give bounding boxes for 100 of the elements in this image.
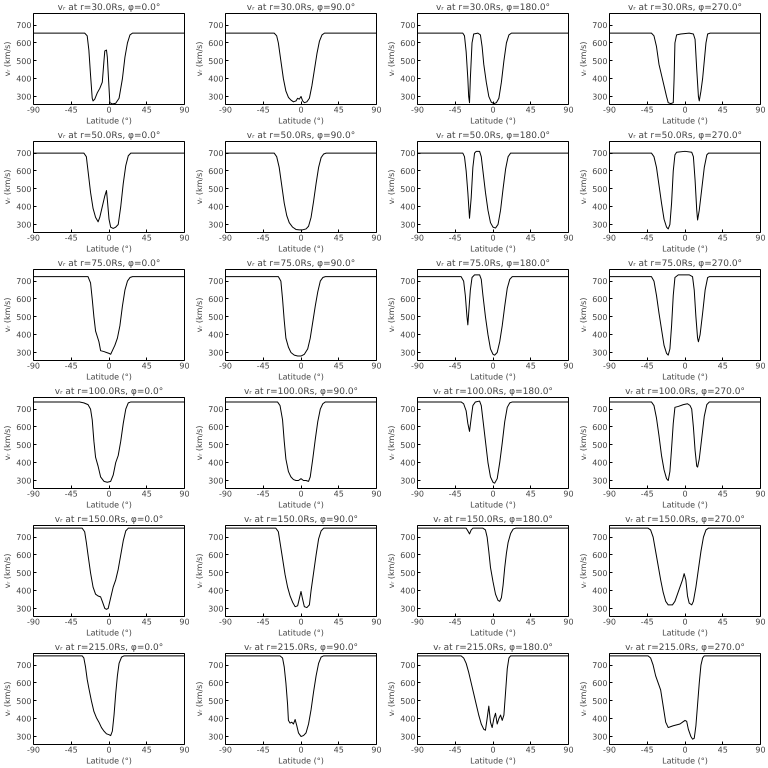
y-tick-label: 300 — [16, 220, 32, 230]
chart-title: vᵣ at r=50.0Rs, φ=180.0° — [436, 131, 550, 141]
x-tick-label: -90 — [602, 234, 616, 242]
x-tick-label: 45 — [718, 618, 728, 626]
x-tick-label: -90 — [218, 234, 232, 242]
x-tick-label: 0 — [490, 362, 496, 370]
x-tick-label: 90 — [755, 362, 766, 370]
x-tick-label: 0 — [298, 106, 304, 114]
y-axis-title: vᵣ (km/s) — [195, 298, 204, 332]
x-tick-label: 90 — [179, 618, 190, 626]
y-tick-label: 700 — [400, 21, 416, 30]
y-tick-label: 300 — [400, 604, 416, 614]
x-tick-label: 45 — [718, 106, 728, 114]
x-tick-label: 45 — [334, 746, 344, 754]
x-tick-label: 90 — [755, 746, 766, 754]
y-tick-label: 600 — [592, 550, 608, 560]
chart-title: vᵣ at r=30.0Rs, φ=270.0° — [628, 3, 742, 13]
x-axis-title: Latitude (°) — [470, 756, 516, 766]
y-tick-label: 500 — [400, 312, 416, 322]
x-tick-label: 45 — [526, 490, 536, 498]
x-tick-label: -90 — [410, 234, 424, 242]
y-tick-label: 600 — [400, 294, 416, 304]
x-tick-label: -90 — [410, 362, 424, 370]
y-tick-label: 400 — [208, 458, 224, 468]
x-axis-title: Latitude (°) — [86, 244, 132, 254]
chart-title: vᵣ at r=215.0Rs, φ=180.0° — [433, 643, 553, 653]
y-tick-label: 400 — [400, 458, 416, 468]
chart-title: vᵣ at r=215.0Rs, φ=90.0° — [244, 643, 358, 653]
x-tick-label: -45 — [448, 106, 462, 114]
chart-title: vᵣ at r=50.0Rs, φ=90.0° — [246, 131, 356, 141]
y-axis-title: vᵣ (km/s) — [195, 682, 204, 716]
y-tick-label: 400 — [400, 202, 416, 212]
chart-title: vᵣ at r=75.0Rs, φ=0.0° — [58, 259, 160, 269]
x-tick-label: 45 — [142, 746, 152, 754]
x-tick-label: 90 — [755, 618, 766, 626]
y-axis-title: vᵣ (km/s) — [387, 298, 396, 332]
x-tick-label: 0 — [682, 618, 688, 626]
y-axis-title: vᵣ (km/s) — [387, 682, 396, 716]
x-tick-label: 0 — [106, 234, 112, 242]
x-tick-label: 0 — [298, 362, 304, 370]
y-tick-label: 500 — [592, 56, 608, 66]
x-tick-label: -90 — [410, 490, 424, 498]
x-tick-label: -90 — [26, 618, 40, 626]
y-tick-label: 300 — [592, 348, 608, 358]
x-tick-label: -45 — [448, 490, 462, 498]
y-axis-title: vᵣ (km/s) — [3, 170, 12, 204]
y-tick-label: 700 — [208, 149, 224, 158]
y-tick-label: 600 — [592, 38, 608, 48]
y-tick-label: 700 — [400, 149, 416, 158]
x-tick-label: 90 — [179, 234, 190, 242]
y-tick-label: 600 — [592, 294, 608, 304]
x-tick-label: 90 — [179, 490, 190, 498]
x-tick-label: 90 — [755, 106, 766, 114]
y-tick-label: 700 — [592, 149, 608, 158]
x-tick-label: 0 — [682, 234, 688, 242]
y-tick-label: 500 — [400, 696, 416, 706]
x-tick-label: 45 — [334, 362, 344, 370]
x-tick-label: -90 — [26, 490, 40, 498]
y-tick-label: 500 — [592, 312, 608, 322]
chart-title: vᵣ at r=30.0Rs, φ=90.0° — [246, 3, 356, 13]
x-tick-label: 0 — [682, 362, 688, 370]
y-tick-label: 500 — [208, 440, 224, 450]
x-tick-label: 45 — [334, 106, 344, 114]
x-tick-label: 0 — [106, 618, 112, 626]
x-tick-label: -45 — [640, 746, 654, 754]
x-tick-label: -90 — [602, 106, 616, 114]
x-tick-label: -45 — [64, 618, 78, 626]
chart-title: vᵣ at r=100.0Rs, φ=180.0° — [433, 387, 553, 397]
y-tick-label: 700 — [592, 405, 608, 414]
x-tick-label: -45 — [640, 618, 654, 626]
y-axis-title: vᵣ (km/s) — [387, 426, 396, 460]
y-tick-label: 600 — [16, 166, 32, 176]
y-axis-title: vᵣ (km/s) — [3, 554, 12, 588]
y-tick-label: 300 — [592, 732, 608, 742]
y-tick-label: 600 — [592, 166, 608, 176]
x-tick-label: 90 — [755, 234, 766, 242]
x-axis-title: Latitude (°) — [470, 116, 516, 126]
x-tick-label: 45 — [142, 362, 152, 370]
x-axis-title: Latitude (°) — [470, 500, 516, 510]
x-tick-label: 0 — [490, 490, 496, 498]
x-tick-label: 0 — [490, 746, 496, 754]
y-tick-label: 500 — [592, 440, 608, 450]
x-tick-label: 45 — [334, 490, 344, 498]
x-tick-label: 0 — [106, 362, 112, 370]
y-tick-label: 700 — [400, 277, 416, 286]
x-tick-label: 45 — [718, 490, 728, 498]
x-axis-title: Latitude (°) — [278, 116, 324, 126]
x-tick-label: -45 — [256, 234, 270, 242]
y-tick-label: 500 — [16, 440, 32, 450]
y-tick-label: 400 — [208, 586, 224, 596]
x-tick-label: 0 — [298, 746, 304, 754]
y-axis-title: vᵣ (km/s) — [3, 426, 12, 460]
x-axis-title: Latitude (°) — [278, 500, 324, 510]
y-tick-label: 600 — [16, 550, 32, 560]
y-tick-label: 300 — [16, 92, 32, 102]
y-tick-label: 600 — [208, 422, 224, 432]
x-tick-label: 45 — [334, 618, 344, 626]
y-tick-label: 700 — [592, 277, 608, 286]
y-tick-label: 700 — [16, 533, 32, 542]
y-tick-label: 300 — [208, 92, 224, 102]
